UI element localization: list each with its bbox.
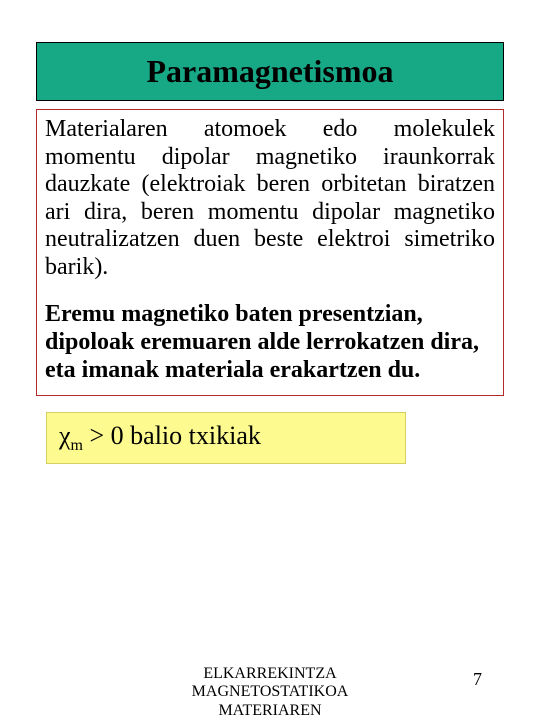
footer-line-1: ELKARREKINTZA [192,665,349,683]
paragraph-2: Eremu magnetiko baten presentzian, dipol… [45,300,495,385]
paragraph-1: Materialaren atomoek edo molekulek momen… [45,116,495,282]
chi-subscript: m [71,437,83,454]
formula-text: χm > 0 balio txikiak [59,421,261,450]
formula-relation: > 0 balio txikiak [83,421,261,450]
slide-title: Paramagnetismoa [146,53,393,89]
formula-box: χm > 0 balio txikiak [46,412,406,464]
page-number: 7 [473,669,482,690]
footer: ELKARREKINTZA MAGNETOSTATIKOA MATERIAREN [0,665,540,720]
footer-lines: ELKARREKINTZA MAGNETOSTATIKOA MATERIAREN [192,665,349,720]
footer-line-2: MAGNETOSTATIKOA [192,683,349,701]
chi-symbol: χ [59,421,71,450]
slide: Paramagnetismoa Materialaren atomoek edo… [0,0,540,720]
title-box: Paramagnetismoa [36,42,504,101]
body-box: Materialaren atomoek edo molekulek momen… [36,109,504,396]
footer-line-3: MATERIAREN [192,702,349,720]
